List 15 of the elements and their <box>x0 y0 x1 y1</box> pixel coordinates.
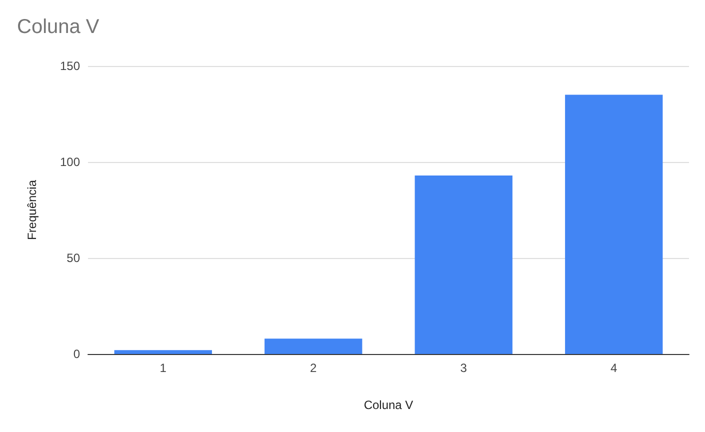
chart-title: Coluna V <box>17 16 100 38</box>
y-tick-label: 0 <box>73 347 80 361</box>
y-tick-label: 50 <box>66 251 80 265</box>
y-tick-label: 100 <box>60 155 80 169</box>
bar <box>114 350 212 354</box>
x-tick-label: 1 <box>160 361 167 375</box>
x-tick-label: 3 <box>460 361 468 375</box>
bar <box>264 338 362 354</box>
bar <box>565 94 663 354</box>
x-tick-label: 4 <box>610 361 618 375</box>
y-tick-label: 150 <box>60 59 80 73</box>
x-tick-label: 2 <box>310 361 318 375</box>
x-axis-title: Coluna V <box>364 398 414 412</box>
bar <box>414 175 512 354</box>
y-axis-title: Frequência <box>25 180 39 240</box>
